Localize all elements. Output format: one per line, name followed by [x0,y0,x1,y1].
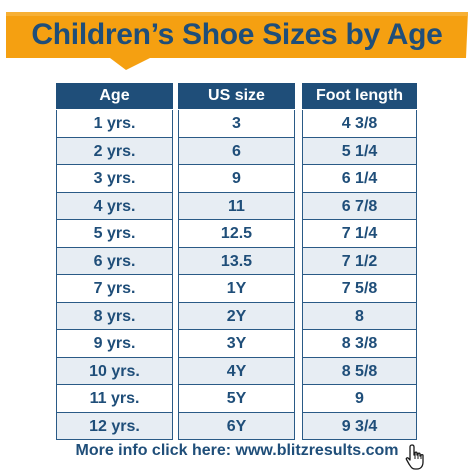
age-cell: 2 yrs. [56,137,173,165]
age-column: Age 1 yrs. 2 yrs. 3 yrs. 4 yrs. 5 yrs. 6 yrs.… [56,83,173,440]
age-cell: 5 yrs. [56,220,173,248]
us-size-cell: 3 [178,110,295,138]
foot-length-cell: 8 3/8 [302,330,417,358]
pointer-hand-icon [405,444,424,470]
foot-length-cell: 6 7/8 [302,192,417,220]
us-size-cell: 1Y [178,275,295,303]
foot-length-column: Foot length 4 3/8 5 1/4 6 1/4 6 7/8 7 1/4 7 1… [302,83,417,440]
foot-length-cell: 5 1/4 [302,137,417,165]
age-cell: 3 yrs. [56,165,173,193]
age-cell: 1 yrs. [56,110,173,138]
title-banner: Children’s Shoe Sizes by Age [0,10,474,70]
banner-shape [6,12,468,70]
us-size-column: US size 3 6 9 11 12.5 13.5 1Y 2Y 3Y 4Y 5Y 6Y [178,83,295,440]
foot-length-cell: 4 3/8 [302,110,417,138]
age-cell: 11 yrs. [56,385,173,413]
foot-length-cell: 6 1/4 [302,165,417,193]
page-title: Children’s Shoe Sizes by Age [31,18,443,51]
foot-length-cell: 9 3/4 [302,412,417,440]
more-info-link[interactable]: More info click here: www.blitzresults.c… [75,442,399,459]
age-cell: 12 yrs. [56,412,173,440]
us-size-cell: 6 [178,137,295,165]
us-size-cell: 12.5 [178,220,295,248]
foot-length-cell: 7 5/8 [302,275,417,303]
foot-length-cell: 7 1/4 [302,220,417,248]
us-size-cell: 5Y [178,385,295,413]
foot-length-cell: 8 [302,302,417,330]
age-cell: 6 yrs. [56,247,173,275]
us-size-cell: 13.5 [178,247,295,275]
us-size-cell: 2Y [178,302,295,330]
us-size-cell: 6Y [178,412,295,440]
age-cell: 7 yrs. [56,275,173,303]
us-size-cell: 3Y [178,330,295,358]
age-cell: 10 yrs. [56,357,173,385]
foot-length-cell: 9 [302,385,417,413]
age-cell: 4 yrs. [56,192,173,220]
us-size-cell: 4Y [178,357,295,385]
foot-length-cell: 7 1/2 [302,247,417,275]
us-size-cell: 11 [178,192,295,220]
us-size-column-header: US size [178,83,295,109]
us-size-cell: 9 [178,165,295,193]
foot-length-column-header: Foot length [302,83,417,109]
age-cell: 8 yrs. [56,302,173,330]
age-cell: 9 yrs. [56,330,173,358]
age-column-header: Age [56,83,173,109]
foot-length-cell: 8 5/8 [302,357,417,385]
